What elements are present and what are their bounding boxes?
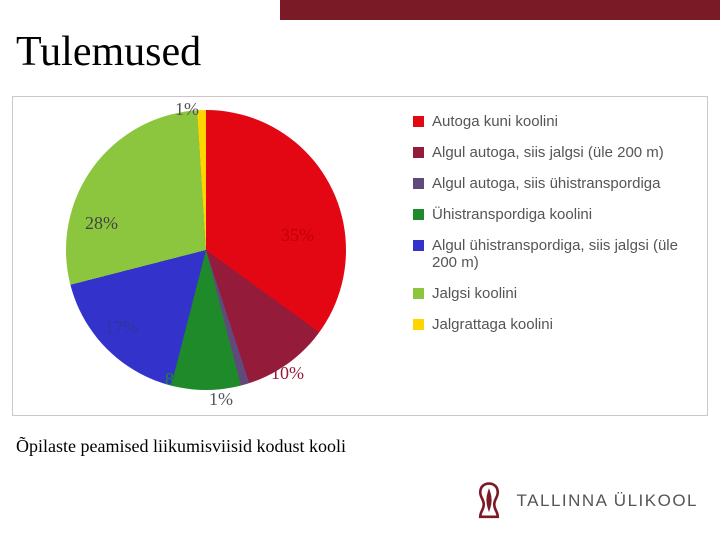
legend-item: Ühistranspordiga koolini	[413, 206, 693, 223]
slide: Tulemused 35% 10% 1% 8% 17% 28% 1% Autoga kuni…	[0, 0, 720, 540]
pie-chart-panel: 35% 10% 1% 8% 17% 28% 1% Autoga kuni koolini Al…	[12, 96, 708, 416]
pie-slice-pct: 10%	[271, 363, 304, 384]
pie-graphic	[66, 110, 346, 390]
university-logo-icon	[471, 480, 507, 522]
legend-label: Ühistranspordiga koolini	[432, 206, 592, 223]
pie-chart: 35%10%1%8%17%28%1%	[61, 105, 351, 395]
pie-slice-pct: 1%	[209, 389, 233, 410]
legend-swatch	[413, 240, 424, 251]
legend-label: Jalgrattaga koolini	[432, 316, 553, 333]
legend-label: Algul ühistranspordiga, siis jalgsi (üle…	[432, 237, 693, 271]
legend-item: Jalgsi koolini	[413, 285, 693, 302]
legend-swatch	[413, 319, 424, 330]
page-title: Tulemused	[16, 28, 201, 76]
legend-item: Algul ühistranspordiga, siis jalgsi (üle…	[413, 237, 693, 271]
pie-slice-pct: 8%	[165, 369, 189, 390]
legend-label: Autoga kuni koolini	[432, 113, 558, 130]
footer-logo: TALLINNA ÜLIKOOL	[471, 480, 698, 522]
legend-label: Algul autoga, siis jalgsi (üle 200 m)	[432, 144, 664, 161]
pie-slice-pct: 1%	[175, 99, 199, 120]
legend-label: Algul autoga, siis ühistranspordiga	[432, 175, 660, 192]
legend-swatch	[413, 147, 424, 158]
legend-swatch	[413, 178, 424, 189]
pie-slice-pct: 35%	[281, 225, 314, 246]
legend-item: Algul autoga, siis ühistranspordiga	[413, 175, 693, 192]
top-accent-bar	[280, 0, 720, 20]
chart-caption: Õpilaste peamised liikumisviisid kodust …	[16, 436, 346, 457]
legend-swatch	[413, 288, 424, 299]
footer-org-name: TALLINNA ÜLIKOOL	[517, 491, 698, 511]
pie-slice-pct: 17%	[105, 317, 138, 338]
pie-slice-pct: 28%	[85, 213, 118, 234]
legend-label: Jalgsi koolini	[432, 285, 517, 302]
legend-item: Autoga kuni koolini	[413, 113, 693, 130]
legend-swatch	[413, 209, 424, 220]
legend-swatch	[413, 116, 424, 127]
legend-item: Jalgrattaga koolini	[413, 316, 693, 333]
legend: Autoga kuni koolini Algul autoga, siis ja…	[413, 113, 693, 347]
legend-item: Algul autoga, siis jalgsi (üle 200 m)	[413, 144, 693, 161]
